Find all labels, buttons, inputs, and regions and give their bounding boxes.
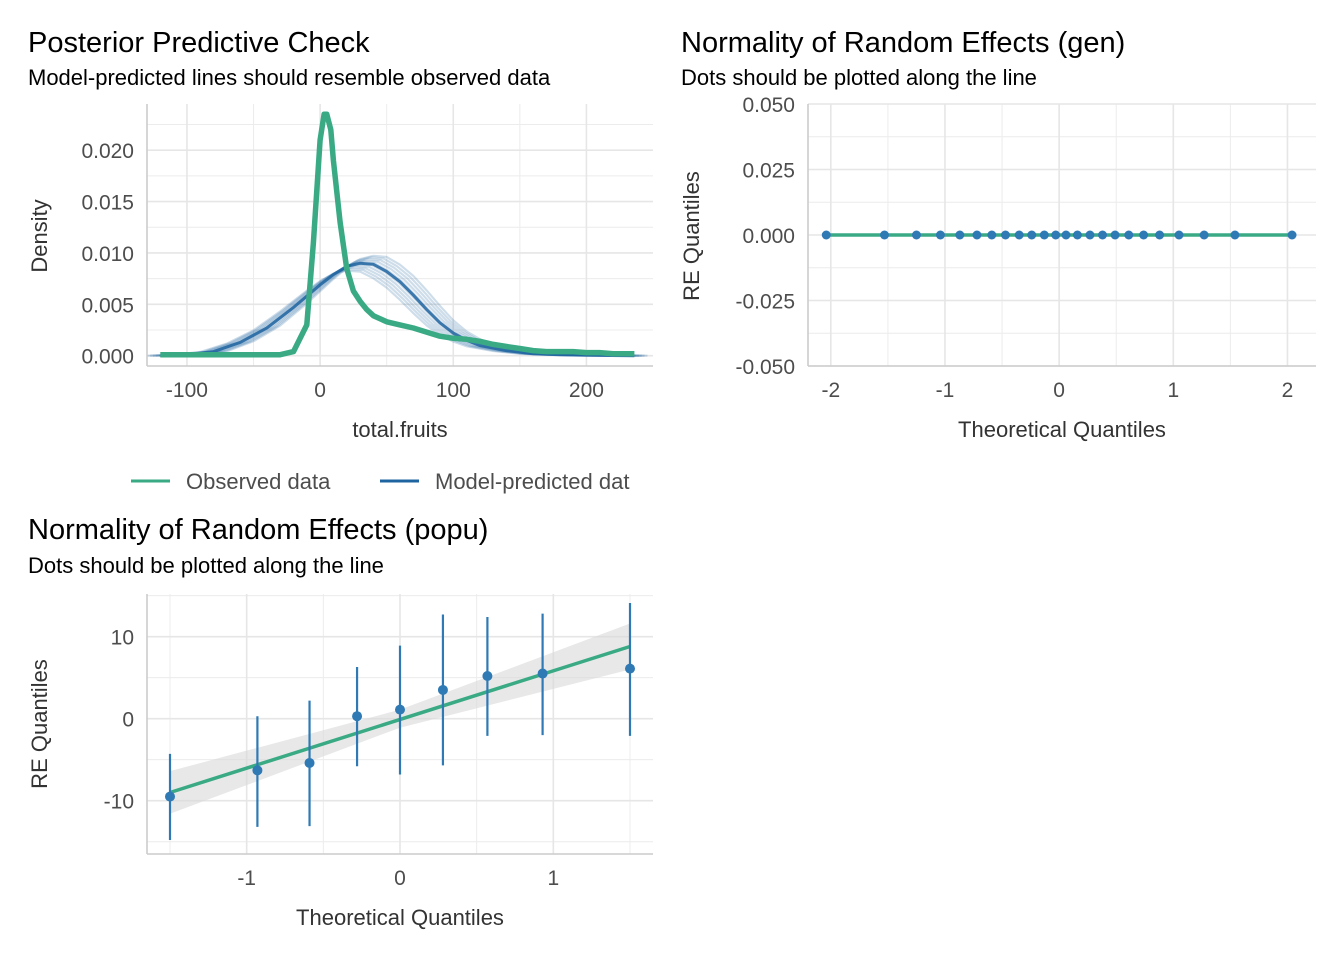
gen-point — [935, 230, 945, 240]
gen-point — [1072, 230, 1082, 240]
ppc-title: Posterior Predictive Check — [28, 27, 370, 59]
popu-y-tick-label: 10 — [111, 627, 134, 650]
ppc-y-tick-label: 0.005 — [81, 294, 134, 317]
ppc-legend: Observed data Model-predicted dat — [131, 469, 629, 494]
legend-predicted-label: Model-predicted dat — [435, 469, 629, 494]
gen-point — [972, 230, 982, 240]
gen-y-tick-label: -0.025 — [735, 291, 795, 314]
popu-gridlines — [147, 594, 653, 854]
gen-x-tick-label: 1 — [1167, 379, 1179, 402]
popu-plot-area — [165, 603, 635, 841]
popu-point — [252, 765, 263, 776]
legend-observed-label: Observed data — [186, 469, 331, 494]
ppc-axes: -100 0 100 200 0.000 0.005 0.010 0.015 0.020 — [81, 104, 653, 402]
gen-point — [911, 230, 921, 240]
gen-point — [1230, 230, 1240, 240]
gen-x-tick-label: -2 — [821, 379, 840, 402]
gen-y-tick-label: 0.050 — [742, 94, 795, 117]
popu-panel: Normality of Random Effects (popu) Dots … — [27, 514, 653, 930]
gen-point — [1027, 230, 1037, 240]
popu-point — [165, 791, 175, 802]
gen-point — [1051, 230, 1061, 240]
gen-subtitle: Dots should be plotted along the line — [681, 65, 1037, 90]
gen-plot-area — [821, 230, 1297, 240]
ppc-x-tick-label: -100 — [166, 379, 208, 402]
gen-y-axis-label: RE Quantiles — [679, 171, 704, 301]
gen-panel: Normality of Random Effects (gen) Dots s… — [679, 27, 1316, 442]
popu-y-tick-label: 0 — [122, 709, 134, 732]
gen-point — [879, 230, 889, 240]
gen-point — [1098, 230, 1108, 240]
gen-point — [1155, 230, 1165, 240]
gen-x-axis-label: Theoretical Quantiles — [958, 417, 1166, 442]
ppc-x-tick-label: 100 — [436, 379, 471, 402]
gen-point — [1199, 230, 1209, 240]
popu-y-axis-label: RE Quantiles — [27, 659, 52, 789]
gen-point — [1014, 230, 1024, 240]
gen-title: Normality of Random Effects (gen) — [681, 27, 1125, 59]
gen-y-tick-label: -0.050 — [735, 356, 795, 379]
popu-subtitle: Dots should be plotted along the line — [28, 553, 384, 578]
legend-predicted-clip: Model-predicted dat — [435, 469, 629, 494]
gen-point — [1139, 230, 1149, 240]
gen-y-tick-label: 0.000 — [742, 225, 795, 248]
gen-point — [1039, 230, 1049, 240]
popu-y-tick-label: -10 — [104, 791, 134, 814]
ppc-panel: Posterior Predictive Check Model-predict… — [27, 27, 653, 494]
popu-point — [482, 671, 493, 682]
popu-point — [352, 711, 363, 722]
ppc-x-tick-label: 0 — [314, 379, 326, 402]
predicted-draw-line — [150, 267, 625, 357]
ppc-plot-area — [147, 111, 648, 358]
popu-point — [437, 684, 448, 695]
gen-x-tick-label: 2 — [1282, 379, 1294, 402]
gen-y-tick-label: 0.025 — [742, 160, 795, 183]
gen-point — [821, 230, 831, 240]
ppc-y-tick-label: 0.015 — [81, 192, 134, 215]
gen-point — [1174, 230, 1184, 240]
gen-axes: -2 -1 0 1 2 -0.050 -0.025 0.000 0.025 0.050 — [735, 94, 1316, 402]
predicted-draw-line — [147, 269, 622, 357]
gen-point — [1000, 230, 1010, 240]
ppc-y-tick-label: 0.000 — [81, 346, 134, 369]
gen-point — [955, 230, 965, 240]
popu-x-tick-label: 1 — [547, 867, 559, 890]
popu-title: Normality of Random Effects (popu) — [28, 514, 488, 546]
popu-point — [625, 663, 635, 674]
gen-point — [1061, 230, 1071, 240]
observed-density-line — [160, 111, 635, 358]
gen-point — [1287, 230, 1297, 240]
gen-point — [1085, 230, 1095, 240]
ppc-x-axis-label: total.fruits — [352, 417, 447, 442]
popu-point — [395, 704, 405, 715]
popu-x-axis-label: Theoretical Quantiles — [296, 905, 504, 930]
popu-x-tick-label: -1 — [237, 867, 256, 890]
predicted-density-line — [160, 261, 635, 358]
ppc-subtitle: Model-predicted lines should resemble ob… — [28, 65, 551, 90]
ppc-x-tick-label: 200 — [569, 379, 604, 402]
popu-point — [537, 668, 548, 679]
gen-x-tick-label: -1 — [936, 379, 955, 402]
popu-point — [304, 757, 315, 768]
gen-x-tick-label: 0 — [1053, 379, 1065, 402]
gen-point — [987, 230, 997, 240]
gen-point — [1124, 230, 1134, 240]
ppc-y-axis-label: Density — [27, 199, 52, 272]
ppc-y-tick-label: 0.020 — [81, 140, 134, 163]
ppc-y-tick-label: 0.010 — [81, 243, 134, 266]
gen-point — [1110, 230, 1120, 240]
popu-x-tick-label: 0 — [394, 867, 406, 890]
